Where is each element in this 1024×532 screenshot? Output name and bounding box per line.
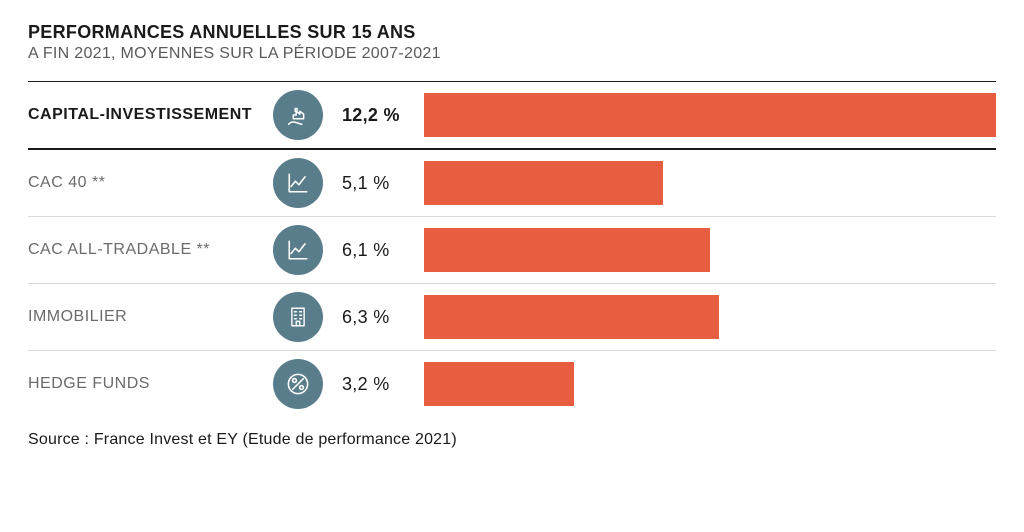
row-value: 3,2 % bbox=[328, 374, 418, 395]
chart-row: IMMOBILIER 6,3 % bbox=[28, 284, 996, 351]
row-value: 12,2 % bbox=[328, 105, 418, 126]
percent-icon bbox=[273, 359, 323, 409]
chart-row: HEDGE FUNDS 3,2 % bbox=[28, 351, 996, 417]
factory-hand-icon bbox=[273, 90, 323, 140]
bar-chart-rows: CAPITAL-INVESTISSEMENT 12,2 % CAC 40 ** 5,1… bbox=[28, 81, 996, 417]
chart-row: CAC ALL-TRADABLE ** 6,1 % bbox=[28, 217, 996, 284]
line-chart-icon bbox=[273, 225, 323, 275]
line-chart-icon bbox=[273, 158, 323, 208]
row-bar-cell bbox=[418, 362, 996, 406]
row-icon-cell bbox=[268, 359, 328, 409]
source-text: Source : France Invest et EY (Etude de p… bbox=[28, 431, 996, 449]
row-icon-cell bbox=[268, 90, 328, 140]
row-bar-cell bbox=[418, 228, 996, 272]
row-icon-cell bbox=[268, 225, 328, 275]
row-value: 5,1 % bbox=[328, 173, 418, 194]
row-bar bbox=[424, 362, 574, 406]
row-bar bbox=[424, 93, 996, 137]
row-bar-cell bbox=[418, 93, 996, 137]
row-bar-cell bbox=[418, 295, 996, 339]
row-label: CAC ALL-TRADABLE ** bbox=[28, 241, 268, 259]
row-value: 6,3 % bbox=[328, 307, 418, 328]
row-label: HEDGE FUNDS bbox=[28, 375, 268, 393]
row-bar bbox=[424, 161, 663, 205]
row-icon-cell bbox=[268, 292, 328, 342]
row-bar bbox=[424, 228, 710, 272]
row-bar bbox=[424, 295, 719, 339]
row-label: CAPITAL-INVESTISSEMENT bbox=[28, 106, 268, 124]
chart-row: CAPITAL-INVESTISSEMENT 12,2 % bbox=[28, 81, 996, 150]
chart-title: PERFORMANCES ANNUELLES SUR 15 ANS bbox=[28, 22, 996, 43]
building-icon bbox=[273, 292, 323, 342]
row-label: CAC 40 ** bbox=[28, 174, 268, 192]
chart-row: CAC 40 ** 5,1 % bbox=[28, 150, 996, 217]
row-value: 6,1 % bbox=[328, 240, 418, 261]
row-bar-cell bbox=[418, 161, 996, 205]
row-label: IMMOBILIER bbox=[28, 308, 268, 326]
row-icon-cell bbox=[268, 158, 328, 208]
chart-subtitle: A FIN 2021, MOYENNES SUR LA PÉRIODE 2007… bbox=[28, 45, 996, 63]
